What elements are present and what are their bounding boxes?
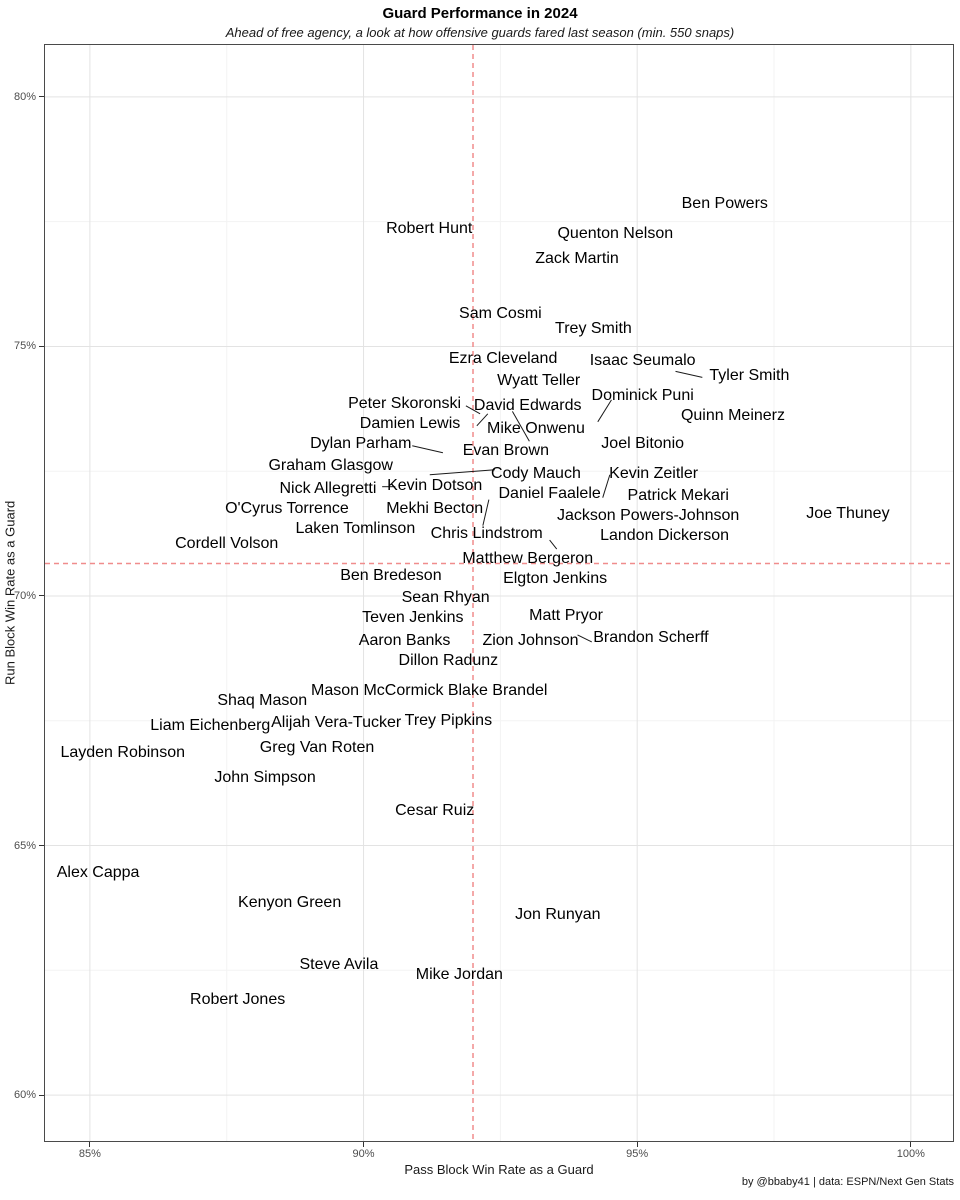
label-connector-segment	[465, 405, 481, 415]
player-label-david-edwards: David Edwards	[473, 397, 582, 415]
label-connector-segment	[476, 413, 489, 427]
player-label-blake-brandel: Blake Brandel	[447, 681, 548, 699]
label-connector-segment	[412, 445, 444, 454]
y-tick-mark	[39, 96, 44, 98]
player-label-graham-glasgow: Graham Glasgow	[268, 457, 393, 475]
player-label-sean-rhyan: Sean Rhyan	[401, 589, 490, 607]
player-label-evan-brown: Evan Brown	[462, 442, 549, 460]
label-connector-segment	[577, 634, 592, 643]
y-tick-label: 75%	[13, 340, 36, 353]
y-tick-mark	[39, 845, 44, 847]
player-label-jon-runyan: Jon Runyan	[515, 906, 601, 924]
player-label-john-simpson: John Simpson	[214, 769, 316, 787]
x-tick-mark	[89, 1142, 91, 1147]
player-label-liam-eichenberg: Liam Eichenberg	[150, 716, 271, 734]
player-label-brandon-scherff: Brandon Scherff	[593, 629, 709, 647]
player-label-nick-allegretti: Nick Allegretti	[279, 479, 377, 497]
y-tick-mark	[39, 595, 44, 597]
x-tick-mark	[636, 1142, 638, 1147]
label-connector-segment	[429, 469, 495, 476]
x-tick-label: 95%	[626, 1148, 649, 1160]
label-connector-segment	[511, 411, 530, 442]
player-label-mike-onwenu: Mike Onwenu	[487, 419, 585, 437]
player-label-steve-avila: Steve Avila	[299, 956, 379, 974]
player-label-greg-van-roten: Greg Van Roten	[259, 739, 375, 757]
player-label-o-cyrus-torrence: O'Cyrus Torrence	[225, 499, 349, 517]
player-label-wyatt-teller: Wyatt Teller	[497, 372, 581, 390]
x-axis-title: Pass Block Win Rate as a Guard	[404, 1162, 594, 1177]
player-label-joel-bitonio: Joel Bitonio	[601, 434, 685, 452]
player-label-damien-lewis: Damien Lewis	[359, 414, 461, 432]
x-tick-label: 85%	[78, 1148, 101, 1160]
y-tick-label: 65%	[13, 839, 36, 852]
player-label-teven-jenkins: Teven Jenkins	[362, 609, 464, 627]
player-label-mason-mccormick: Mason McCormick	[310, 681, 444, 699]
player-label-cody-mauch: Cody Mauch	[491, 464, 581, 482]
label-connector-segment	[597, 399, 612, 423]
player-label-dillon-radunz: Dillon Radunz	[398, 651, 499, 669]
label-connector-segment	[549, 539, 558, 550]
label-connector-segment	[675, 370, 703, 378]
chart-caption: by @bbaby41 | data: ESPN/Next Gen Stats	[741, 1176, 954, 1188]
player-label-zack-martin: Zack Martin	[535, 250, 619, 268]
player-label-shaq-mason: Shaq Mason	[217, 691, 308, 709]
player-label-patrick-mekari: Patrick Mekari	[627, 487, 729, 505]
chart-subtitle: Ahead of free agency, a look at how offe…	[225, 25, 735, 40]
player-label-alex-cappa: Alex Cappa	[56, 863, 140, 881]
player-label-laken-tomlinson: Laken Tomlinson	[295, 519, 416, 537]
player-label-ben-powers: Ben Powers	[681, 195, 768, 213]
player-label-chris-lindstrom: Chris Lindstrom	[430, 524, 543, 542]
player-label-quinn-meinerz: Quinn Meinerz	[680, 407, 785, 425]
player-label-sam-cosmi: Sam Cosmi	[459, 305, 542, 322]
player-label-mekhi-becton: Mekhi Becton	[386, 499, 484, 517]
player-label-trey-pipkins: Trey Pipkins	[404, 711, 493, 729]
player-label-quenton-nelson: Quenton Nelson	[557, 225, 674, 243]
player-label-dominick-puni: Dominick Puni	[591, 387, 694, 405]
x-tick-mark	[910, 1142, 912, 1147]
player-label-kenyon-green: Kenyon Green	[238, 893, 342, 911]
player-label-joe-thuney: Joe Thuney	[806, 504, 890, 522]
player-label-kevin-zeitler: Kevin Zeitler	[609, 464, 699, 482]
player-label-landon-dickerson: Landon Dickerson	[600, 527, 730, 545]
y-tick-mark	[39, 1094, 44, 1096]
x-tick-label: 100%	[896, 1148, 925, 1160]
player-label-zion-johnson: Zion Johnson	[482, 631, 579, 649]
player-label-peter-skoronski: Peter Skoronski	[348, 394, 462, 412]
player-label-cordell-volson: Cordell Volson	[175, 534, 279, 552]
x-tick-mark	[363, 1142, 365, 1147]
player-label-dylan-parham: Dylan Parham	[310, 434, 412, 452]
chart-title: Guard Performance in 2024	[382, 5, 578, 22]
plot-grid-svg	[45, 45, 953, 1141]
player-label-isaac-seumalo: Isaac Seumalo	[589, 352, 696, 370]
player-label-trey-smith: Trey Smith	[555, 319, 632, 337]
y-tick-label: 60%	[13, 1089, 36, 1102]
player-label-kevin-dotson: Kevin Dotson	[387, 477, 483, 495]
player-label-ben-bredeson: Ben Bredeson	[340, 567, 442, 585]
player-label-daniel-faalele: Daniel Faalele	[498, 484, 601, 502]
player-label-jackson-powers-johnson: Jackson Powers-Johnson	[556, 507, 740, 525]
player-label-cesar-ruiz: Cesar Ruiz	[395, 801, 475, 819]
player-label-alijah-vera-tucker: Alijah Vera-Tucker	[271, 714, 402, 732]
player-label-matt-pryor: Matt Pryor	[529, 606, 603, 624]
player-label-robert-jones: Robert Jones	[190, 991, 286, 1009]
y-tick-label: 80%	[13, 90, 36, 103]
player-label-layden-robinson: Layden Robinson	[60, 744, 185, 762]
y-axis-title: Run Block Win Rate as a Guard	[2, 500, 18, 686]
player-label-matthew-bergeron: Matthew Bergeron	[462, 549, 594, 567]
player-label-ezra-cleveland: Ezra Cleveland	[448, 349, 558, 367]
player-label-mike-jordan: Mike Jordan	[415, 966, 503, 984]
label-connector-segment	[482, 499, 490, 526]
plot-panel: Ben Powers Robert Hunt Quenton Nelson Zack …	[44, 44, 954, 1142]
player-label-tyler-smith: Tyler Smith	[709, 367, 790, 385]
player-label-robert-hunt: Robert Hunt	[386, 220, 473, 238]
player-labels-layer: Ben Powers Robert Hunt Quenton Nelson Zack …	[45, 45, 953, 1141]
x-tick-label: 90%	[352, 1148, 375, 1160]
y-tick-mark	[39, 345, 44, 347]
y-tick-label: 70%	[13, 589, 36, 602]
player-label-elgton-jenkins: Elgton Jenkins	[503, 569, 608, 587]
player-label-aaron-banks: Aaron Banks	[358, 631, 451, 649]
label-connector-segment	[602, 474, 611, 498]
